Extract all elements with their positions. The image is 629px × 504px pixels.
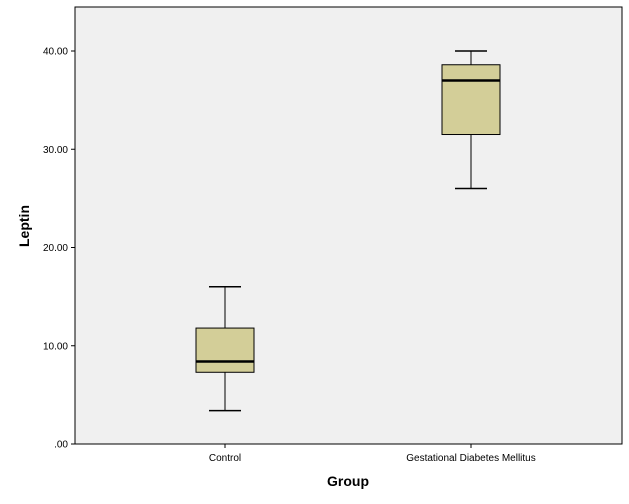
- interquartile-box: [195, 327, 255, 373]
- y-tick-label: 10.00: [43, 341, 68, 352]
- interquartile-box: [441, 64, 501, 136]
- y-tick-label: 40.00: [43, 47, 68, 58]
- y-tick-label: 20.00: [43, 243, 68, 254]
- y-tick-label: .00: [54, 440, 68, 451]
- boxplot-group: [195, 286, 255, 412]
- y-axis-title: Leptin: [16, 205, 32, 247]
- x-axis-title: Group: [327, 473, 369, 489]
- y-axis: .00 10.00 20.00 30.00 40.00: [43, 47, 75, 451]
- x-tick-label: Gestational Diabetes Mellitus: [406, 453, 536, 464]
- boxplot-series: [195, 50, 501, 412]
- plot-area: [74, 6, 623, 445]
- x-axis: Control Gestational Diabetes Mellitus: [209, 444, 536, 464]
- x-tick-label: Control: [209, 453, 241, 464]
- y-tick-label: 30.00: [43, 145, 68, 156]
- boxplot-group: [441, 50, 501, 190]
